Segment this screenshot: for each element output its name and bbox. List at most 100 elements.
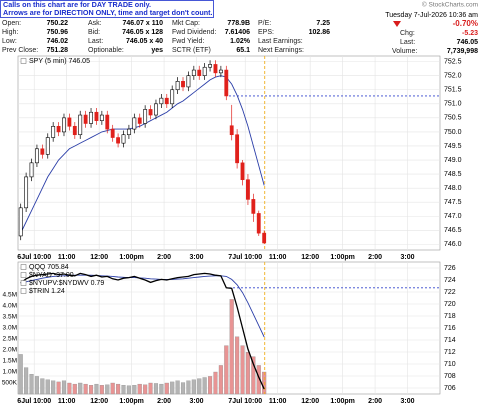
candle-body — [175, 81, 180, 91]
legend-swatch — [20, 272, 27, 278]
quote-label: EPS: — [258, 29, 274, 36]
candle-body — [154, 103, 158, 116]
volume-bar — [213, 371, 218, 395]
y2-tick-label: 500K — [2, 380, 18, 387]
volume-bar — [208, 376, 213, 395]
y-tick-label: 752.0 — [444, 73, 462, 80]
volume-bar — [45, 379, 50, 395]
candle-body — [170, 89, 175, 105]
legend-label: SPY (5 min) 746.05 — [29, 58, 90, 65]
volume: 7,739,998 — [447, 48, 478, 55]
volume-bar — [61, 380, 67, 395]
volume-bar — [137, 383, 142, 395]
y-tick-label: 752.5 — [444, 58, 462, 65]
candle-body — [197, 69, 202, 76]
candle-body — [246, 179, 250, 200]
quote-value: yes — [151, 47, 163, 54]
x-tick-label: 11:00 — [58, 254, 76, 261]
y-tick-label: 716 — [444, 325, 456, 332]
candle-body — [143, 109, 148, 124]
y-tick-label: 706 — [444, 385, 456, 392]
x-tick-label: 11:00 — [269, 254, 287, 261]
legend-swatch — [20, 58, 27, 64]
volume-bar — [245, 352, 250, 395]
candle-body — [56, 125, 61, 133]
quote-label: Bid: — [88, 29, 100, 36]
candle-body — [208, 64, 212, 68]
candle-body — [224, 69, 229, 97]
legend-label: $NYUPV:$NYDWV 0.79 — [29, 280, 104, 287]
volume-bar — [56, 381, 61, 395]
plot-area — [17, 55, 441, 251]
y-tick-label: 747.5 — [444, 199, 462, 206]
candle-body — [29, 162, 34, 178]
volume-bar — [34, 376, 39, 395]
quote-value: 7.25 — [316, 20, 330, 27]
volume-bar — [197, 378, 202, 395]
x-tick-label: 2:00 — [368, 254, 382, 261]
candle-body — [94, 111, 99, 121]
y-tick-label: 751.0 — [444, 101, 462, 108]
quote-value: 746.05 x 128 — [122, 29, 163, 36]
quote-value: 7.61406 — [225, 29, 250, 36]
y-tick-label: 749.5 — [444, 143, 462, 150]
volume-bar — [83, 383, 88, 395]
volume-bar — [94, 383, 99, 395]
y-tick-label: 750.5 — [444, 115, 462, 122]
volume-bar — [229, 299, 234, 395]
x-tick-label: 11:00 — [58, 398, 76, 405]
x-tick-label: 1:00pm — [330, 254, 355, 261]
volume-bar — [153, 383, 159, 395]
y2-tick-label: 4.0M — [3, 303, 17, 310]
moving-average — [20, 75, 265, 234]
quote-label: High: — [2, 29, 18, 36]
x-tick-label: 7Jul 10:00 — [228, 254, 262, 261]
legend-label: $TRIN 1.24 — [29, 288, 65, 295]
y2-tick-label: 2.0M — [3, 347, 17, 354]
volume-bar — [121, 385, 126, 395]
x-tick-label: 12:00 — [301, 254, 319, 261]
candle-body — [218, 69, 223, 74]
volume-bar — [99, 385, 104, 395]
volume-bar — [105, 384, 110, 395]
volume-bar — [180, 382, 186, 395]
candle-body — [229, 125, 234, 136]
y-tick-label: 710 — [444, 361, 456, 368]
volume-bar — [78, 382, 83, 395]
last: 746.05 — [457, 39, 479, 46]
volume-bar — [224, 345, 229, 395]
copyright: © StockCharts.com — [422, 1, 478, 9]
legend-label: QQQ 705.84 — [29, 264, 69, 271]
y-tick-label: 746.0 — [444, 241, 462, 248]
volume-bar — [218, 365, 223, 395]
candle-body — [18, 207, 23, 237]
volume-bar — [186, 380, 191, 395]
candle-body — [251, 199, 256, 214]
candle-body — [62, 117, 66, 133]
quote-value: 102.86 — [309, 29, 331, 36]
y2-tick-label: 1.5M — [3, 358, 17, 365]
moving-average — [20, 274, 265, 338]
y-tick-label: 746.5 — [444, 227, 462, 234]
x-tick-label: 3:00 — [190, 254, 204, 261]
candle-body — [186, 75, 191, 88]
change: -5.23 — [462, 30, 478, 37]
candle-body — [45, 137, 50, 155]
y-tick-label: 718 — [444, 313, 456, 320]
candle-body — [105, 114, 110, 130]
candle-body — [164, 97, 169, 105]
y-tick-label: 722 — [444, 289, 456, 296]
candle-body — [116, 137, 121, 144]
volume-bar — [132, 385, 137, 395]
candle-body — [72, 125, 77, 136]
volume-bar — [72, 383, 77, 395]
down-arrow — [393, 21, 401, 27]
quote-label: Mkt Cap: — [172, 20, 200, 27]
candle-body — [256, 213, 261, 234]
x-tick-label: 2:00 — [157, 254, 171, 261]
x-tick-label: 2:00 — [157, 398, 171, 405]
quote-value: 746.02 — [47, 38, 69, 45]
candle-body — [132, 117, 137, 130]
candle-body — [202, 66, 207, 76]
y2-tick-label: 1.0M — [3, 369, 17, 376]
